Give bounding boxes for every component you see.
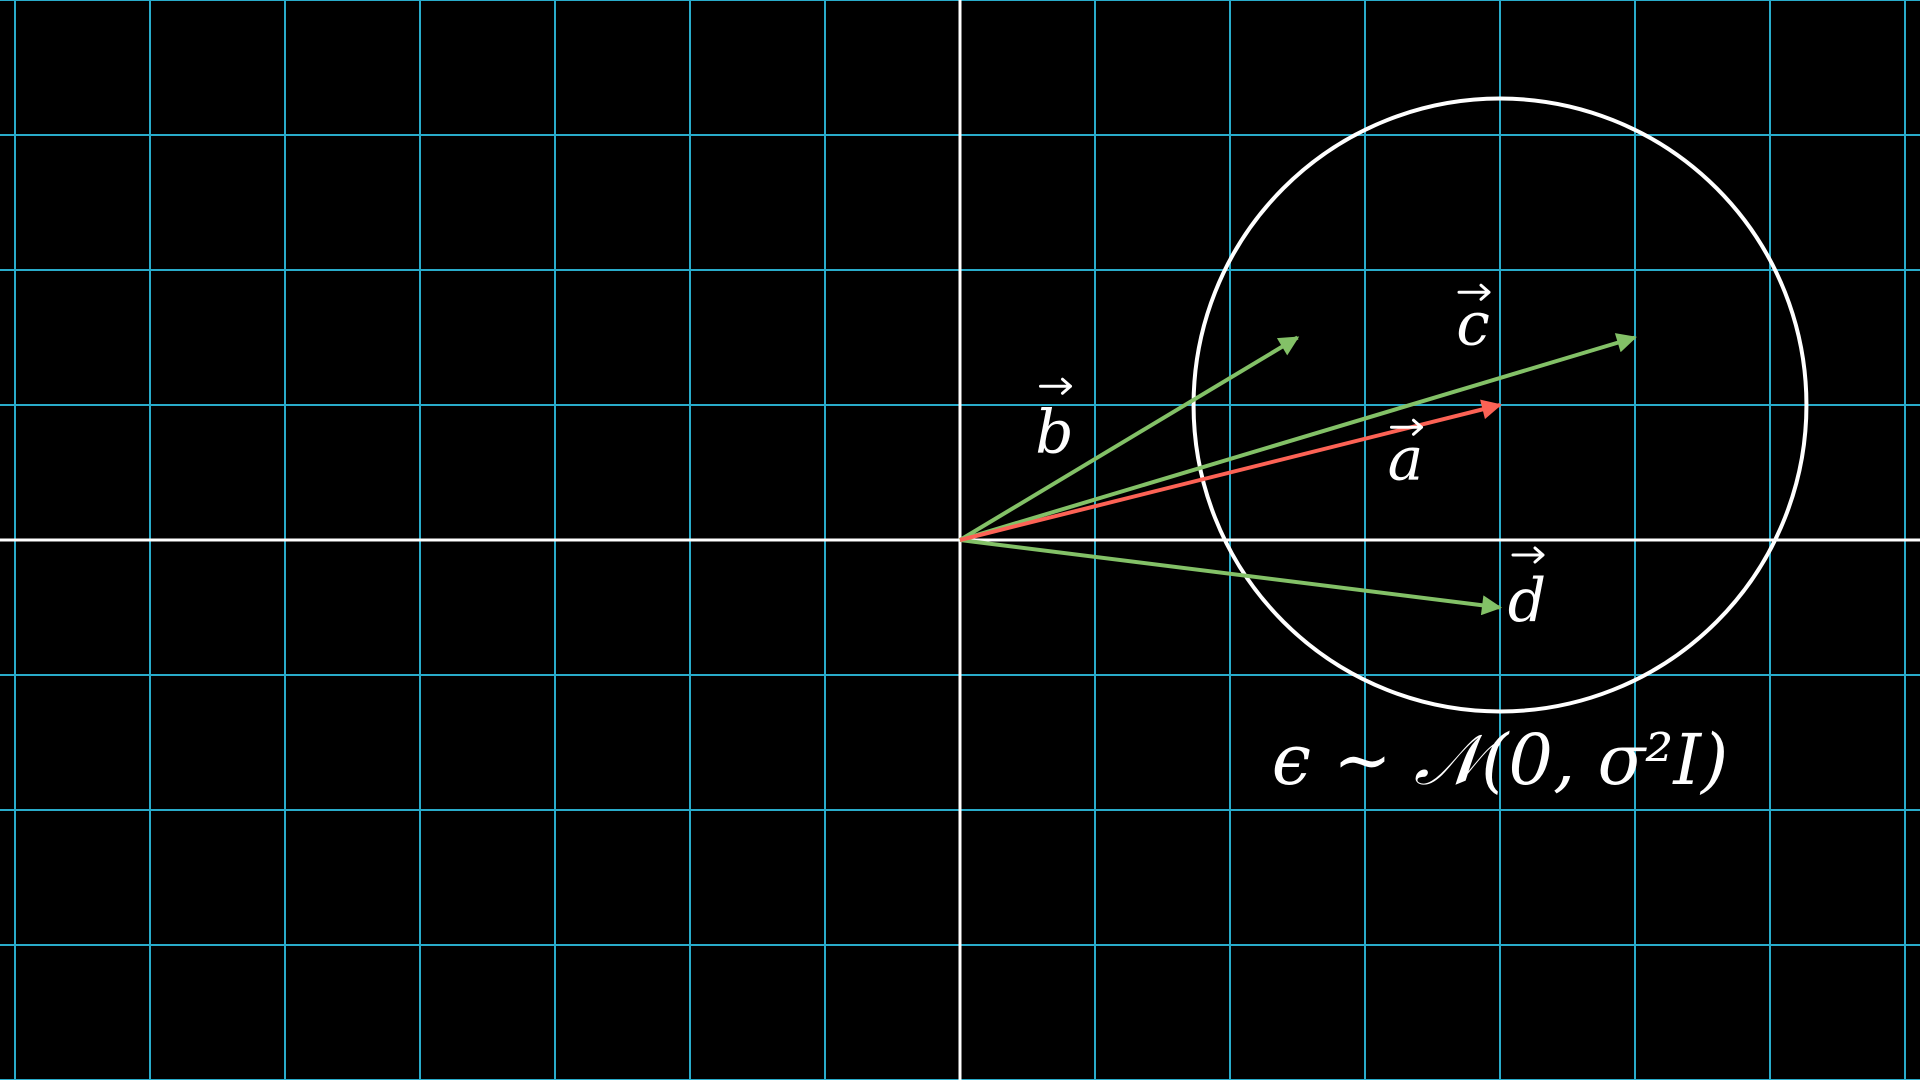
vector-b [960, 338, 1298, 541]
vector-label-b-text: b [1035, 397, 1073, 467]
vector-label-a: a [1388, 420, 1424, 494]
vector-arrow-accent-icon [1513, 548, 1543, 562]
vector-label-d-text: d [1508, 566, 1546, 636]
vector-labels: a b c d [1035, 285, 1546, 636]
vector-arrow-accent-icon [1041, 379, 1071, 393]
vector-label-c: c [1456, 285, 1490, 359]
vector-label-c-text: c [1456, 289, 1490, 359]
vector-label-b: b [1035, 379, 1073, 467]
vector-label-a-text: a [1388, 424, 1424, 494]
vector-label-d: d [1508, 548, 1546, 636]
noise-distribution-formula: ϵ ∼ 𝒩(0, σ²I) [1272, 719, 1729, 801]
